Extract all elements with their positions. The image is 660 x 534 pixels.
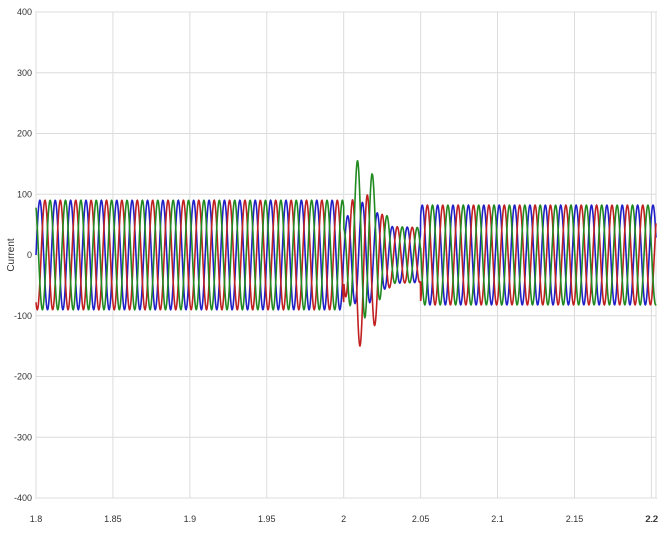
y-tick-label: -200 [14,372,32,382]
x-tick-label: 2.2 [645,514,658,524]
x-tick-label: 1.85 [104,514,122,524]
x-tick-label: 2.15 [566,514,584,524]
x-tick-label: 1.95 [258,514,276,524]
y-tick-label: 100 [17,189,32,199]
y-tick-label: 0 [27,250,32,260]
x-tick-label: 2.05 [412,514,430,524]
x-tick-label: 2.2 [646,514,659,524]
y-tick-label: 400 [17,7,32,17]
x-tick-label: 2.1 [491,514,504,524]
y-tick-label: -400 [14,493,32,503]
series-lines [35,160,657,348]
series-line-3 [35,160,657,320]
grid-lines [35,11,657,499]
y-axis-label: Current [6,238,17,272]
series-line-1 [35,199,657,311]
x-tick-label: 1.9 [184,514,197,524]
y-tick-label: -300 [14,432,32,442]
y-tick-label: -100 [14,311,32,321]
x-tick-label: 1.8 [30,514,43,524]
y-tick-label: 300 [17,68,32,78]
tick-labels: 1.8 1.85 1.9 1.95 2 2.05 2.1 2.15 2.22.2-400-300… [14,7,658,524]
x-tick-label: 2 [341,514,346,524]
y-tick-label: 200 [17,129,32,139]
